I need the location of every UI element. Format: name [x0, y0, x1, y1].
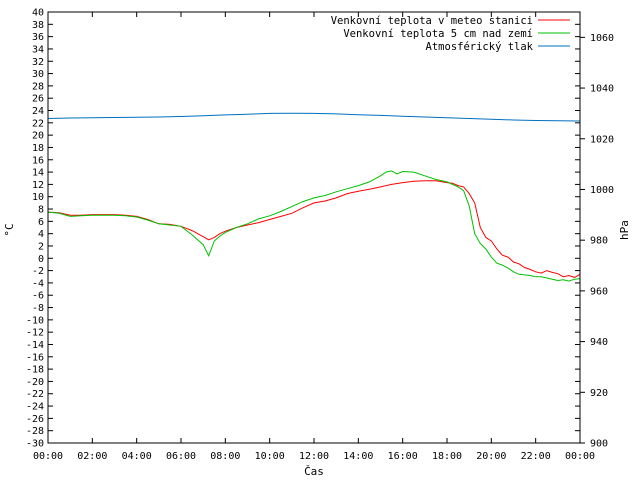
y-left-tick-label: -10 — [26, 315, 44, 326]
y-right-axis-ticks: 1060 1040 1020 1000 980 960 940 920 900 — [580, 33, 614, 450]
y-right-tick-label: 1020 — [590, 134, 614, 145]
x-tick-label: 06:00 — [166, 451, 196, 462]
y-left-tick-label: 28 — [32, 81, 44, 92]
y-left-tick-label: 26 — [32, 94, 44, 105]
y-right-tick-label: 940 — [590, 337, 608, 348]
y-left-tick-label: 36 — [32, 32, 44, 43]
y-right-tick-label: 960 — [590, 286, 608, 297]
x-tick-label: 22:00 — [521, 451, 551, 462]
y-left-tick-label: 14 — [32, 168, 44, 179]
series-line-0 — [47, 180, 581, 278]
x-tick-label: 04:00 — [122, 451, 152, 462]
y-left-tick-label: 30 — [32, 69, 44, 80]
x-tick-label: 20:00 — [476, 451, 506, 462]
y-left-tick-label: 24 — [32, 106, 44, 117]
y-right-tick-label: 1060 — [590, 33, 614, 44]
y-left-tick-label: -26 — [26, 414, 44, 425]
x-axis-label: Čas — [304, 465, 324, 478]
y-left-tick-label: -20 — [26, 377, 44, 388]
y-left-tick-label: 18 — [32, 143, 44, 154]
y-right-tick-label: 1040 — [590, 84, 614, 95]
y-left-tick-label: 34 — [32, 44, 44, 55]
y-left-tick-label: -28 — [26, 426, 44, 437]
y-left-axis-label: °C — [3, 223, 16, 236]
x-tick-label: 08:00 — [210, 451, 240, 462]
y-left-tick-label: 16 — [32, 155, 44, 166]
x-tick-label: 00:00 — [565, 451, 595, 462]
y-left-tick-label: -6 — [32, 291, 44, 302]
y-left-tick-label: 2 — [38, 241, 44, 252]
y-left-tick-label: 8 — [38, 205, 44, 216]
y-right-tick-label: 1000 — [590, 185, 614, 196]
x-tick-label: 16:00 — [388, 451, 418, 462]
y-left-tick-label: 4 — [38, 229, 44, 240]
y-right-axis-label: hPa — [618, 220, 631, 240]
legend-label-2: Atmosférický tlak — [426, 41, 534, 53]
y-left-tick-label: -2 — [32, 266, 44, 277]
y-left-tick-label: 20 — [32, 131, 44, 142]
y-left-tick-label: 6 — [38, 217, 44, 228]
y-left-tick-label: -16 — [26, 352, 44, 363]
legend-label-0: Venkovní teplota v meteo stanici — [331, 15, 533, 27]
y-left-tick-label: -30 — [26, 439, 44, 450]
x-axis-ticks: 00:00 02:00 04:00 06:00 08:00 10:00 12:00 14:00… — [33, 12, 595, 462]
x-tick-label: 12:00 — [299, 451, 329, 462]
series-line-2 — [47, 112, 581, 122]
y-left-tick-label: -8 — [32, 303, 44, 314]
y-right-tick-label: 920 — [590, 388, 608, 399]
y-left-tick-label: -24 — [26, 402, 44, 413]
legend: Venkovní teplota v meteo staniciVenkovní… — [331, 15, 570, 53]
y-left-tick-label: -4 — [32, 278, 44, 289]
x-tick-label: 00:00 — [33, 451, 63, 462]
y-left-tick-label: 0 — [38, 254, 44, 265]
x-tick-label: 02:00 — [77, 451, 107, 462]
series-lines — [47, 112, 581, 282]
legend-label-1: Venkovní teplota 5 cm nad zemí — [343, 28, 533, 40]
y-left-tick-label: 38 — [32, 20, 44, 31]
y-left-tick-label: 32 — [32, 57, 44, 68]
y-left-tick-label: -12 — [26, 328, 44, 339]
x-tick-label: 18:00 — [432, 451, 462, 462]
y-left-tick-label: 40 — [32, 8, 44, 19]
y-left-tick-label: -14 — [26, 340, 44, 351]
y-right-tick-label: 900 — [590, 439, 608, 450]
x-tick-label: 10:00 — [255, 451, 285, 462]
plot-frame — [47, 11, 581, 444]
series-line-1 — [47, 170, 581, 282]
y-left-axis-ticks: 4038363432302826242220181614121086420-2-… — [26, 8, 580, 450]
y-left-tick-label: 12 — [32, 180, 44, 191]
y-left-tick-label: -18 — [26, 365, 44, 376]
y-left-tick-label: 10 — [32, 192, 44, 203]
y-left-tick-label: 22 — [32, 118, 44, 129]
y-right-tick-label: 980 — [590, 236, 608, 247]
x-tick-label: 14:00 — [343, 451, 373, 462]
y-left-tick-label: -22 — [26, 389, 44, 400]
